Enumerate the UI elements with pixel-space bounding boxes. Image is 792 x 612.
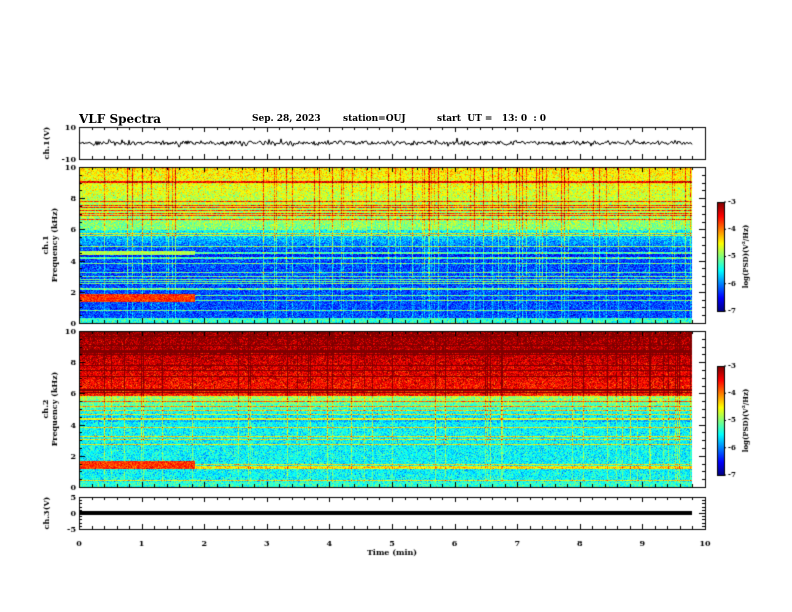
start-ut-label: start UT = 13: 0 : 0 [437,114,547,124]
figure-title: VLF Spectra [79,112,162,126]
date-label: Sep. 28, 2023 [252,114,321,124]
station-label: station=OUJ [343,114,406,124]
